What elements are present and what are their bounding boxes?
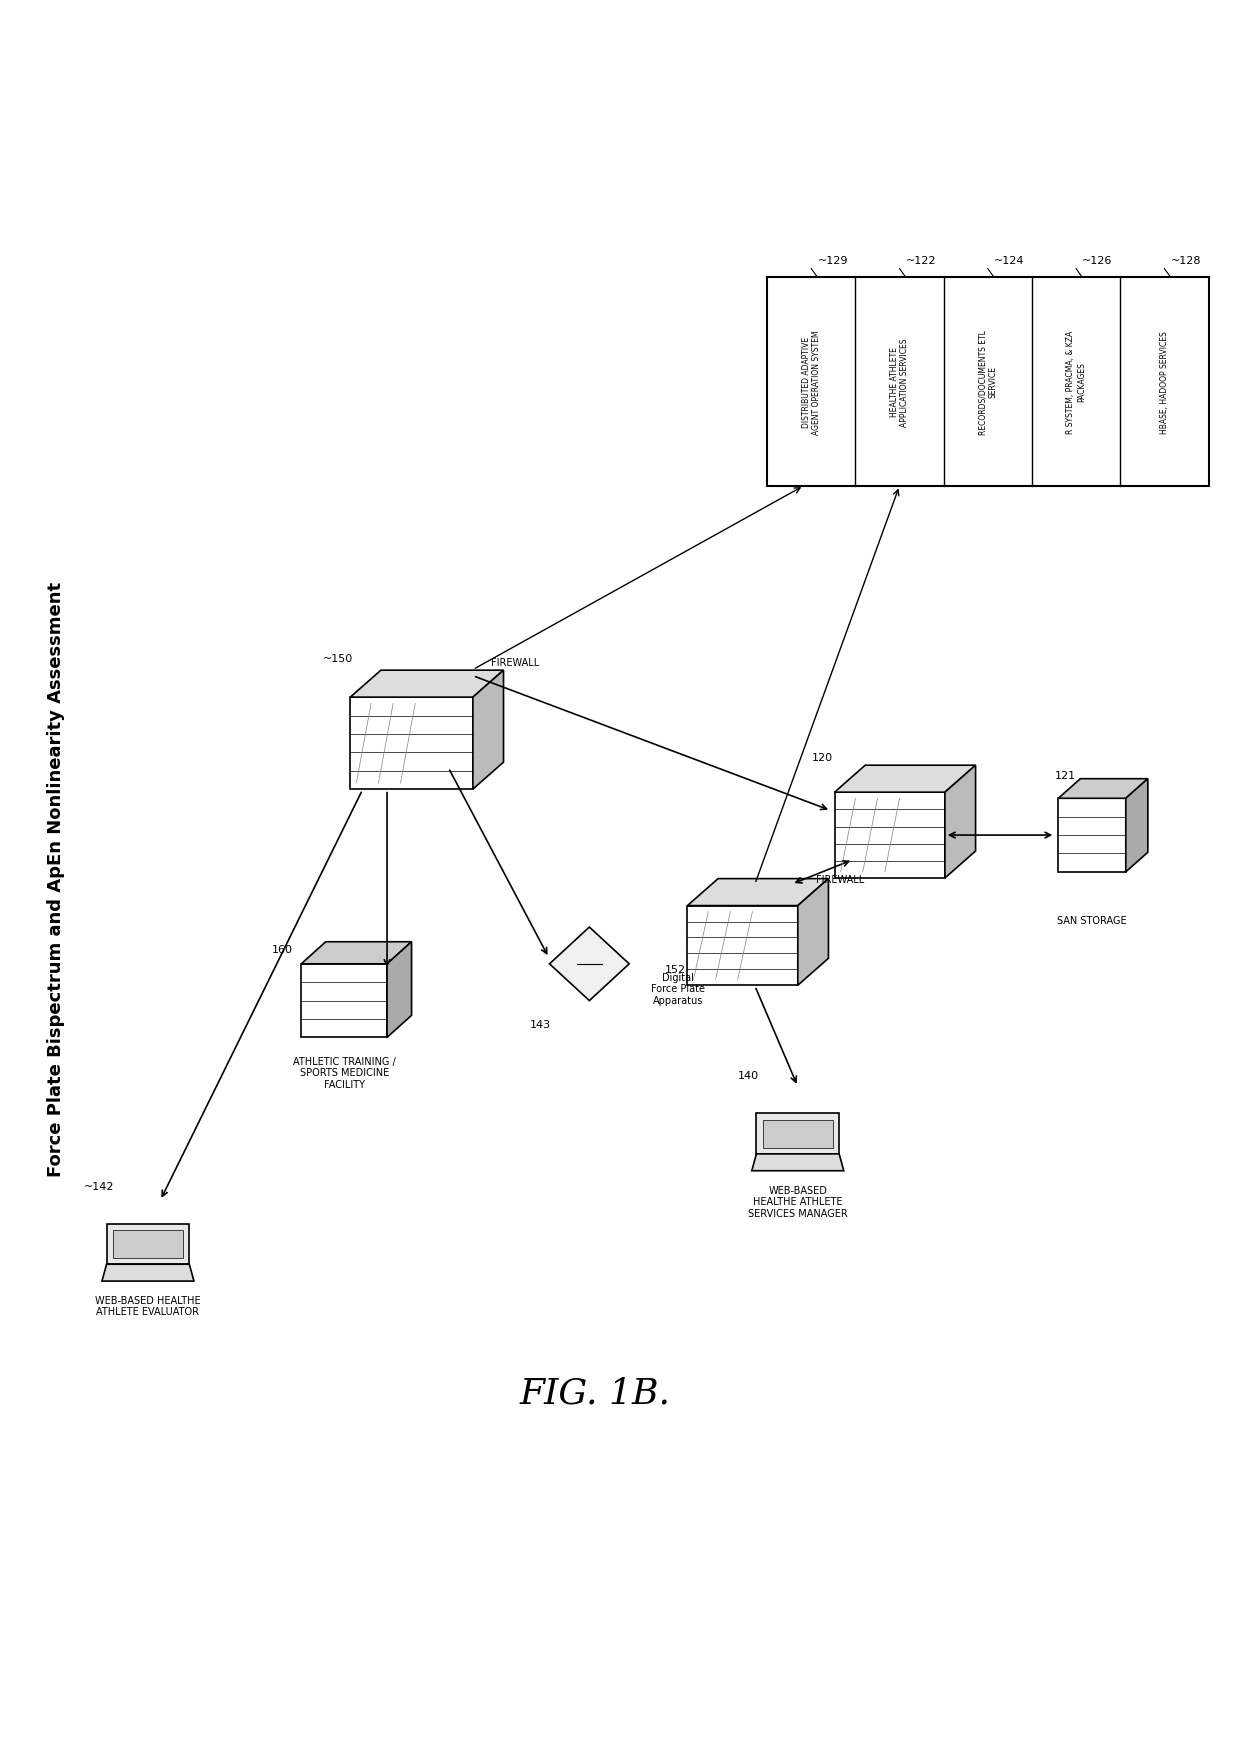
Text: 152: 152	[665, 965, 686, 975]
Text: ~124: ~124	[994, 257, 1024, 265]
Polygon shape	[472, 671, 503, 789]
Polygon shape	[301, 965, 387, 1038]
Text: ~150: ~150	[322, 654, 353, 664]
Text: 121: 121	[1055, 771, 1076, 780]
Text: 160: 160	[273, 945, 294, 954]
Text: FIREWALL: FIREWALL	[816, 875, 864, 884]
Text: 120: 120	[812, 752, 833, 763]
Text: HBASE, HADOOP SERVICES: HBASE, HADOOP SERVICES	[1159, 330, 1169, 434]
Text: Force Plate Bispectrum and ApEn Nonlinearity Assessment: Force Plate Bispectrum and ApEn Nonlinea…	[47, 582, 64, 1175]
Text: Digital
Force Plate
Apparatus: Digital Force Plate Apparatus	[651, 972, 704, 1005]
Polygon shape	[835, 792, 945, 878]
Polygon shape	[350, 671, 503, 698]
Text: ~126: ~126	[1083, 257, 1112, 265]
Text: FIG. 1B.: FIG. 1B.	[520, 1376, 671, 1411]
Polygon shape	[1058, 780, 1148, 799]
Polygon shape	[113, 1230, 184, 1258]
Polygon shape	[1126, 780, 1148, 873]
Polygon shape	[687, 878, 828, 907]
Text: 143: 143	[529, 1019, 551, 1030]
Text: FIREWALL: FIREWALL	[491, 657, 539, 668]
Polygon shape	[1058, 799, 1126, 873]
Polygon shape	[797, 878, 828, 986]
Polygon shape	[945, 766, 976, 878]
Text: 140: 140	[738, 1070, 759, 1081]
Text: ~142: ~142	[83, 1181, 114, 1191]
Text: ~129: ~129	[817, 257, 848, 265]
Text: WEB-BASED HEALTHE
ATHLETE EVALUATOR: WEB-BASED HEALTHE ATHLETE EVALUATOR	[95, 1295, 201, 1316]
Text: WEB-BASED
HEALTHE ATHLETE
SERVICES MANAGER: WEB-BASED HEALTHE ATHLETE SERVICES MANAG…	[748, 1184, 848, 1218]
Polygon shape	[107, 1225, 190, 1265]
Text: ~128: ~128	[1171, 257, 1202, 265]
Text: RECORDS/DOCUMENTS ETL
SERVICE: RECORDS/DOCUMENTS ETL SERVICE	[978, 330, 997, 434]
Text: DISTRIBUTED ADAPTIVE
AGENT OPERATION SYSTEM: DISTRIBUTED ADAPTIVE AGENT OPERATION SYS…	[801, 330, 821, 434]
Text: HEALTHE ATHLETE
APPLICATION SERVICES: HEALTHE ATHLETE APPLICATION SERVICES	[890, 337, 909, 427]
Polygon shape	[756, 1114, 839, 1154]
Polygon shape	[687, 907, 797, 986]
Text: ATHLETIC TRAINING /
SPORTS MEDICINE
FACILITY: ATHLETIC TRAINING / SPORTS MEDICINE FACI…	[293, 1056, 396, 1089]
Polygon shape	[387, 942, 412, 1038]
Polygon shape	[301, 942, 412, 965]
Text: R SYSTEM, PRACMA, & KZA
PACKAGES: R SYSTEM, PRACMA, & KZA PACKAGES	[1066, 330, 1086, 434]
Polygon shape	[102, 1265, 193, 1281]
Polygon shape	[835, 766, 976, 792]
Polygon shape	[751, 1154, 843, 1172]
Polygon shape	[763, 1119, 833, 1147]
Text: ~122: ~122	[905, 257, 936, 265]
Polygon shape	[549, 928, 629, 1001]
Polygon shape	[350, 698, 472, 789]
Bar	[768, 278, 1209, 487]
Text: SAN STORAGE: SAN STORAGE	[1058, 915, 1127, 926]
